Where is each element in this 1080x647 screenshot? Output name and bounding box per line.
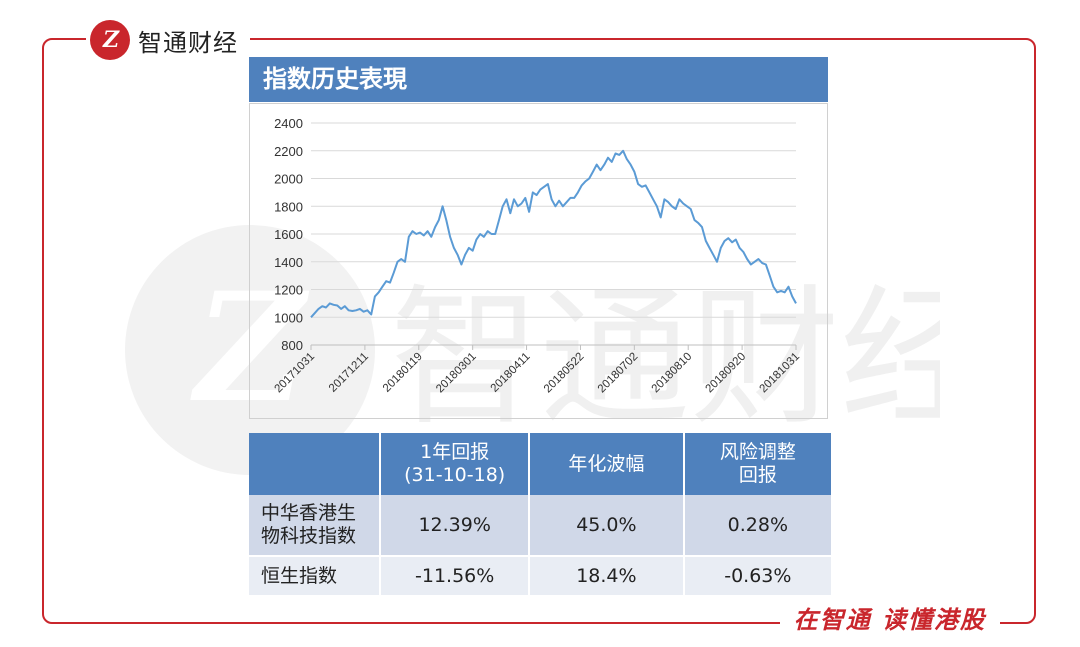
x-tick-label: 20171031 (272, 351, 317, 396)
table-header-cell: 1年回报 (31-10-18) (380, 433, 531, 495)
table-row: 恒生指数 -11.56% 18.4% -0.63% (249, 556, 834, 597)
line-chart: 800 1000 1200 1400 1600 1800 2000 2200 2400 20171… (272, 116, 802, 396)
x-tick-label: 20180522 (542, 351, 587, 396)
y-tick-label: 1200 (274, 283, 303, 298)
table-cell: 恒生指数 (249, 556, 382, 597)
logo-icon: Z (90, 20, 130, 60)
y-tick-label: 1800 (274, 199, 303, 214)
x-tick-label: 20180411 (489, 351, 533, 395)
slogan: 在智通 读懂港股 (779, 600, 1000, 635)
y-tick-label: 2400 (274, 116, 303, 131)
table-cell: -11.56% (380, 556, 531, 597)
table-header-cell: 年化波幅 (529, 433, 685, 495)
brand-name: 智通财经 (138, 28, 238, 57)
frame-border (42, 38, 1036, 624)
x-tick-label: 20180119 (381, 351, 425, 395)
y-tick-label: 1000 (274, 310, 303, 325)
x-tick-label: 20180810 (650, 351, 695, 396)
table-cell: -0.63% (683, 556, 834, 597)
table-header-cell (249, 433, 382, 495)
table-cell: 45.0% (529, 495, 685, 557)
y-tick-label: 2000 (274, 172, 303, 187)
brand-logo: Z 智通财经 (86, 18, 250, 62)
x-tick-label: 20180702 (596, 351, 641, 396)
table-header-cell: 风险调整 回报 (683, 433, 834, 495)
stats-table: 1年回报 (31-10-18) 年化波幅 风险调整 回报 中华香港生 物科技指数 12… (249, 433, 834, 597)
y-tick-label: 1400 (274, 255, 303, 270)
series-line (310, 149, 797, 318)
table-cell: 中华香港生 物科技指数 (249, 495, 382, 557)
table-header-row: 1年回报 (31-10-18) 年化波幅 风险调整 回报 (249, 433, 834, 495)
x-tick-label: 20181031 (757, 351, 802, 396)
x-tick-label: 20180920 (704, 351, 749, 396)
y-tick-label: 2200 (274, 144, 303, 159)
table-row: 中华香港生 物科技指数 12.39% 45.0% 0.28% (249, 495, 834, 557)
chart-title: 指数历史表現 (249, 57, 828, 102)
table-cell: 18.4% (529, 556, 685, 597)
chart-frame (249, 103, 828, 419)
table-cell: 0.28% (683, 495, 834, 557)
table-cell: 12.39% (380, 495, 531, 557)
y-tick-label: 1600 (274, 227, 303, 242)
x-tick-label: 20180301 (434, 351, 479, 396)
y-tick-label: 800 (281, 338, 303, 353)
x-tick-label: 20171211 (327, 351, 371, 395)
